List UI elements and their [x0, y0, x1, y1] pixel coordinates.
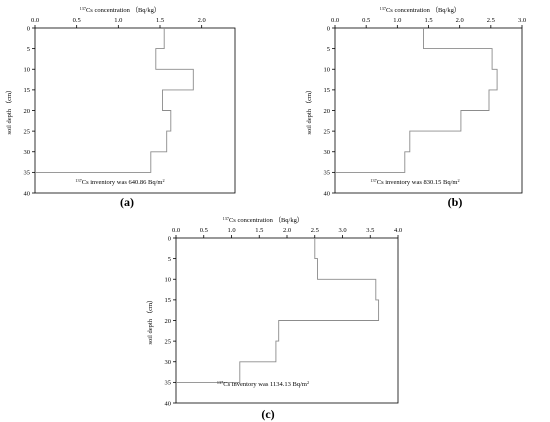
y-tick-label: 0	[327, 25, 330, 32]
plot-frame	[34, 27, 236, 194]
panel-a: 0.0 0.5 1.0 1.5 2.0 0 5 10 15 20 25 30 35 40 137Cs con…	[0, 0, 275, 209]
x-tick-label: 3.5	[366, 227, 374, 234]
x-tick-label: 0.5	[73, 17, 81, 24]
x-axis-title: 137Cs concentration （Bq/kg）	[223, 216, 304, 225]
x-tick-label: 2.0	[198, 17, 206, 24]
y-tick-label: 5	[327, 46, 330, 53]
panel-a-letter: (a)	[120, 195, 134, 209]
y-tick-label: 25	[165, 338, 172, 345]
panel-c-letter: (c)	[261, 407, 275, 421]
y-tick-label: 15	[165, 297, 172, 304]
x-tick-label: 2.5	[487, 17, 495, 24]
y-axis-title: soil depth （cm）	[5, 86, 13, 134]
x-axis-title: 137Cs concentration （Bq/kg）	[80, 6, 161, 15]
x-tick-label: 1.0	[393, 17, 401, 24]
x-tick-label: 1.0	[114, 17, 122, 24]
y-tick-label: 5	[27, 46, 30, 53]
panel-b-letter: (b)	[447, 195, 463, 209]
x-tick-label: 1.5	[424, 17, 432, 24]
concentration-profile-line	[176, 238, 380, 383]
y-tick-label: 40	[324, 190, 331, 197]
chart-c: 0.0 0.5 1.0 1.5 2.0 2.5 3.0 3.5 4.0 0 5 10 15 20 25 30 3…	[146, 216, 402, 408]
chart-b: 0.0 0.5 1.0 1.5 2.0 2.5 3.0 0 5 10 15 20 25 30 35 40 137…	[305, 6, 526, 198]
y-tick-label: 10	[324, 67, 331, 74]
x-tick-label: 0.0	[331, 17, 339, 24]
y-tick-label: 40	[165, 400, 172, 407]
y-axis-title: soil depth （cm）	[305, 86, 313, 134]
x-tick-label: 2.5	[311, 227, 319, 234]
y-tick-label: 0	[27, 25, 30, 32]
inventory-annotation: 137Cs inventory was 640.86 Bq/m2	[75, 178, 164, 187]
x-tick-label: 0.5	[362, 17, 370, 24]
y-tick-label: 5	[168, 256, 171, 263]
x-tick-label: 0.0	[172, 227, 180, 234]
x-tick-label: 3.0	[338, 227, 346, 234]
y-tick-label: 15	[24, 87, 31, 94]
inventory-annotation: 137Cs inventory was 1134.13 Bq/m2	[217, 380, 309, 389]
x-tick-label: 4.0	[394, 227, 402, 234]
x-tick-label: 1.5	[255, 227, 263, 234]
y-tick-label: 20	[324, 108, 331, 115]
y-tick-label: 35	[165, 380, 172, 387]
y-tick-label: 25	[24, 128, 31, 135]
y-tick-label: 40	[24, 190, 31, 197]
chart-a: 0.0 0.5 1.0 1.5 2.0 0 5 10 15 20 25 30 35 40 137Cs con…	[5, 6, 236, 197]
y-tick-label: 0	[168, 235, 171, 242]
inventory-annotation: 137Cs inventory was 830.15 Bq/m2	[370, 178, 459, 187]
y-tick-label: 20	[24, 108, 31, 115]
y-tick-label: 30	[324, 149, 331, 156]
panel-b: 0.0 0.5 1.0 1.5 2.0 2.5 3.0 0 5 10 15 20 25 30 35 40 137…	[275, 0, 550, 210]
x-tick-label: 0.0	[31, 17, 39, 24]
y-tick-label: 35	[324, 170, 331, 177]
x-tick-label: 1.5	[156, 17, 164, 24]
y-tick-label: 30	[165, 359, 172, 366]
y-tick-label: 10	[24, 67, 31, 74]
y-tick-label: 25	[324, 128, 331, 135]
y-tick-label: 30	[24, 149, 31, 156]
y-tick-label: 15	[324, 87, 331, 94]
x-tick-label: 3.0	[518, 17, 526, 24]
y-axis-title: soil depth （cm）	[146, 296, 154, 344]
concentration-profile-line	[335, 28, 498, 173]
y-tick-label: 10	[165, 277, 172, 284]
x-tick-label: 2.0	[456, 17, 464, 24]
y-tick-label: 20	[165, 318, 172, 325]
x-tick-label: 0.5	[200, 227, 208, 234]
panel-c: 0.0 0.5 1.0 1.5 2.0 2.5 3.0 3.5 4.0 0 5 10 15 20 25 30 3…	[138, 210, 413, 422]
plot-frame	[334, 27, 523, 194]
concentration-profile-line	[35, 28, 194, 173]
x-tick-label: 1.0	[227, 227, 235, 234]
x-tick-label: 2.0	[283, 227, 291, 234]
y-tick-label: 35	[24, 170, 31, 177]
x-axis-title: 137Cs concentration （Bq/kg）	[380, 6, 461, 15]
